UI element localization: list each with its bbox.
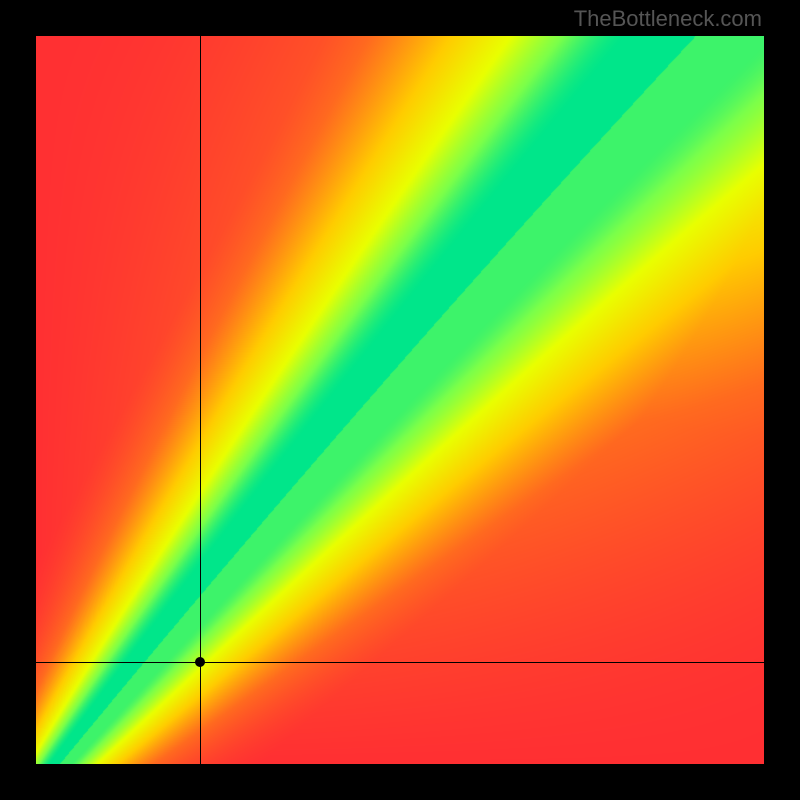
- crosshair-horizontal: [36, 662, 764, 663]
- marker-dot: [195, 657, 205, 667]
- plot-area: [36, 36, 764, 764]
- crosshair-vertical: [200, 36, 201, 764]
- watermark-text: TheBottleneck.com: [574, 6, 762, 32]
- heatmap-canvas: [36, 36, 764, 764]
